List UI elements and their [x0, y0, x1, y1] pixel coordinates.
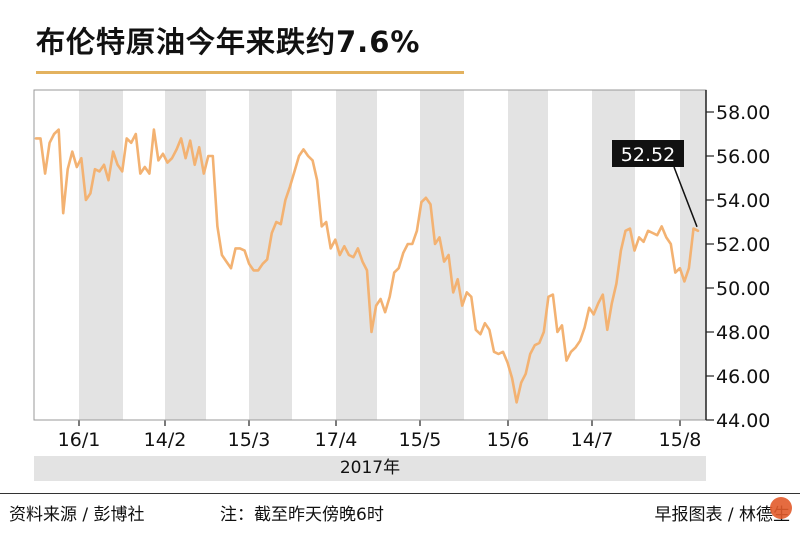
- y-tick-label: 48.00: [716, 322, 770, 344]
- title-underline: [36, 71, 464, 74]
- zaobao-logo-icon: [770, 497, 792, 519]
- month-band-2: [165, 90, 206, 420]
- month-band-7: [592, 90, 635, 420]
- month-band-3: [249, 90, 292, 420]
- x-tick-label: 15/6: [487, 429, 530, 451]
- month-band-8: [680, 90, 706, 420]
- y-tick-label: 44.00: [716, 410, 770, 432]
- x-tick-label: 17/4: [315, 429, 358, 451]
- graphic-credit: 早报图表 / 林德生: [654, 505, 790, 525]
- x-tick-label: 14/7: [571, 429, 614, 451]
- x-tick-label: 15/8: [659, 429, 702, 451]
- last-value-callout: 52.52: [612, 140, 698, 228]
- footnote: 注：截至昨天傍晚6时: [220, 505, 384, 525]
- year-bar: 2017年: [34, 456, 706, 481]
- x-axis-labels: 16/1 14/2 15/3 17/4 15/5 15/6 14/7 15/8: [58, 429, 702, 451]
- month-band-1: [79, 90, 123, 420]
- y-tick-label: 56.00: [716, 146, 770, 168]
- x-tick-marks: [78, 420, 681, 426]
- month-band-4: [336, 90, 377, 420]
- x-tick-label: 15/5: [399, 429, 442, 451]
- month-band-6: [508, 90, 548, 420]
- y-tick-label: 46.00: [716, 366, 770, 388]
- footer-divider: [0, 493, 800, 494]
- y-tick-label: 50.00: [716, 278, 770, 300]
- y-tick-label: 52.00: [716, 234, 770, 256]
- x-tick-label: 16/1: [58, 429, 101, 451]
- callout-pointer: [673, 166, 698, 228]
- source-credit: 资料来源 / 彭博社: [9, 505, 145, 525]
- chart-title: 布伦特原油今年来跌约7.6%: [36, 25, 421, 59]
- x-tick-label: 15/3: [228, 429, 271, 451]
- last-value-label: 52.52: [621, 144, 675, 166]
- y-tick-label: 58.00: [716, 102, 770, 124]
- callout-box: [612, 140, 684, 167]
- month-bands: [79, 90, 706, 420]
- y-axis: 44.00 46.00 48.00 50.00 52.00 54.00 56.00 58.00: [33, 89, 770, 432]
- series-line-brent: [34, 128, 700, 404]
- y-tick-label: 54.00: [716, 190, 770, 212]
- x-tick-label: 14/2: [144, 429, 187, 451]
